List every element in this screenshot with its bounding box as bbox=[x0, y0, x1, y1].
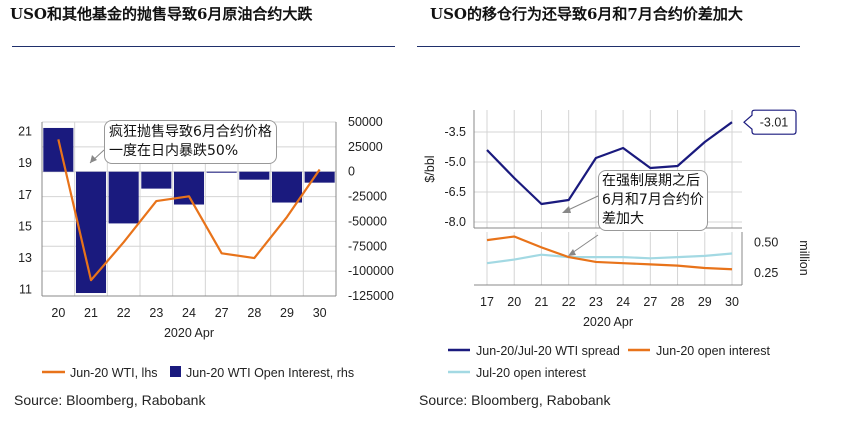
right-title-rule bbox=[417, 46, 800, 47]
right-xtick: 20 bbox=[507, 295, 521, 309]
left-legend: Jun-20 WTI, lhs Jun-20 WTI Open Interest… bbox=[42, 366, 354, 380]
left-ytick-right: 0 bbox=[348, 165, 355, 179]
right-top-ytick: -5.0 bbox=[444, 155, 466, 169]
left-xtick: 22 bbox=[117, 306, 131, 320]
left-annotation-line-2: 一度在日内暴跌50% bbox=[109, 143, 239, 159]
right-line-jul20-oi bbox=[486, 252, 733, 265]
right-xtick: 30 bbox=[725, 295, 739, 309]
right-legend: Jun-20/Jul-20 WTI spread Jun-20 open int… bbox=[448, 344, 770, 380]
left-ytick-left: 11 bbox=[19, 283, 32, 297]
right-source: Source: Bloomberg, Rabobank bbox=[419, 392, 611, 408]
right-top-ytick: -3.5 bbox=[444, 125, 466, 139]
left-ytick-right: -75000 bbox=[348, 239, 387, 253]
legend-swatch-jun20-oi bbox=[170, 366, 181, 377]
left-ytick-right: -125000 bbox=[348, 289, 394, 303]
left-panel-title: USO和其他基金的抛售导致6月原油合约大跌 bbox=[10, 5, 313, 23]
left-source: Source: Bloomberg, Rabobank bbox=[14, 392, 206, 408]
right-xtick: 17 bbox=[480, 295, 494, 309]
right-annotation-line-3: 差加大 bbox=[602, 211, 644, 227]
right-top-ylabel: $/bbl bbox=[423, 155, 437, 182]
left-bar-29 bbox=[271, 171, 303, 203]
left-annotation: 疯狂抛售导致6月合约价格 一度在日内暴跌50% bbox=[104, 120, 277, 164]
right-bottom-ylabel: million bbox=[797, 240, 811, 275]
right-annotation-pointer-1 bbox=[565, 195, 599, 212]
left-ytick-right: 25000 bbox=[348, 140, 383, 154]
right-top-ytick: -6.5 bbox=[444, 185, 466, 199]
left-bar-27 bbox=[206, 171, 237, 173]
left-xtick: 20 bbox=[51, 306, 65, 320]
left-ytick-left: 19 bbox=[18, 156, 32, 170]
right-annotation-arrowhead-1 bbox=[562, 206, 571, 213]
left-xtick: 29 bbox=[280, 306, 294, 320]
legend-label-jun20-oi: Jun-20 WTI Open Interest, rhs bbox=[186, 366, 354, 380]
right-annotation-pointer-2 bbox=[571, 234, 599, 254]
left-bar-23 bbox=[141, 171, 172, 189]
left-xtick: 28 bbox=[247, 306, 261, 320]
legend-label-jun20-oi-line: Jun-20 open interest bbox=[656, 344, 770, 358]
left-annotation-arrowhead bbox=[90, 155, 97, 163]
legend-label-spread: Jun-20/Jul-20 WTI spread bbox=[476, 344, 620, 358]
left-xtick: 21 bbox=[84, 306, 98, 320]
legend-label-jul20-oi: Jul-20 open interest bbox=[476, 366, 586, 380]
right-annotation-arrowhead-2 bbox=[568, 249, 576, 256]
left-ytick-right: 50000 bbox=[348, 115, 383, 129]
right-xtick: 21 bbox=[534, 295, 548, 309]
right-xaxis-title: 2020 Apr bbox=[583, 315, 633, 329]
right-xtick: 29 bbox=[698, 295, 712, 309]
right-end-value-callout bbox=[743, 109, 797, 135]
left-bar-30 bbox=[304, 171, 335, 183]
left-ytick-right: -25000 bbox=[348, 190, 387, 204]
left-ytick-right: -50000 bbox=[348, 214, 387, 228]
left-bar-20 bbox=[43, 127, 74, 172]
left-bar-22 bbox=[108, 171, 139, 224]
left-xtick: 30 bbox=[313, 306, 327, 320]
right-top-ytick: -8.0 bbox=[444, 215, 466, 229]
right-bottom-ytick: 0.25 bbox=[754, 266, 778, 280]
right-panel-title: USO的移仓行为还导致6月和7月合约价差加大 bbox=[430, 5, 743, 23]
left-title-rule bbox=[12, 46, 395, 47]
right-annotation: 在强制展期之后 6月和7月合约价 差加大 bbox=[598, 170, 708, 231]
left-ytick-right: -100000 bbox=[348, 264, 394, 278]
right-line-spread bbox=[486, 121, 733, 206]
left-xtick: 23 bbox=[149, 306, 163, 320]
legend-label-jun20-wti: Jun-20 WTI, lhs bbox=[70, 366, 158, 380]
right-annotation-line-2: 6月和7月合约价 bbox=[602, 192, 704, 208]
right-xtick: 24 bbox=[616, 295, 630, 309]
left-ytick-left: 21 bbox=[18, 124, 32, 138]
right-xtick: 23 bbox=[589, 295, 603, 309]
left-ytick-left: 17 bbox=[18, 188, 32, 202]
right-xtick: 22 bbox=[562, 295, 576, 309]
right-annotation-line-1: 在强制展期之后 bbox=[602, 173, 700, 189]
left-bar-28 bbox=[239, 171, 270, 180]
right-xtick: 28 bbox=[671, 295, 685, 309]
left-bar-24 bbox=[173, 171, 205, 205]
right-end-value-label: -3.01 bbox=[760, 116, 789, 130]
left-annotation-line-1: 疯狂抛售导致6月合约价格 bbox=[109, 124, 272, 140]
right-bottom-ytick: 0.50 bbox=[754, 236, 778, 250]
left-line-jun20-wti bbox=[57, 139, 321, 282]
left-xtick: 27 bbox=[215, 306, 229, 320]
right-xtick: 27 bbox=[643, 295, 657, 309]
right-line-jun20-oi bbox=[486, 235, 733, 271]
left-ytick-left: 15 bbox=[18, 219, 32, 233]
left-xaxis-title: 2020 Apr bbox=[164, 326, 214, 340]
left-xtick: 24 bbox=[182, 306, 196, 320]
left-ytick-left: 13 bbox=[18, 251, 32, 265]
